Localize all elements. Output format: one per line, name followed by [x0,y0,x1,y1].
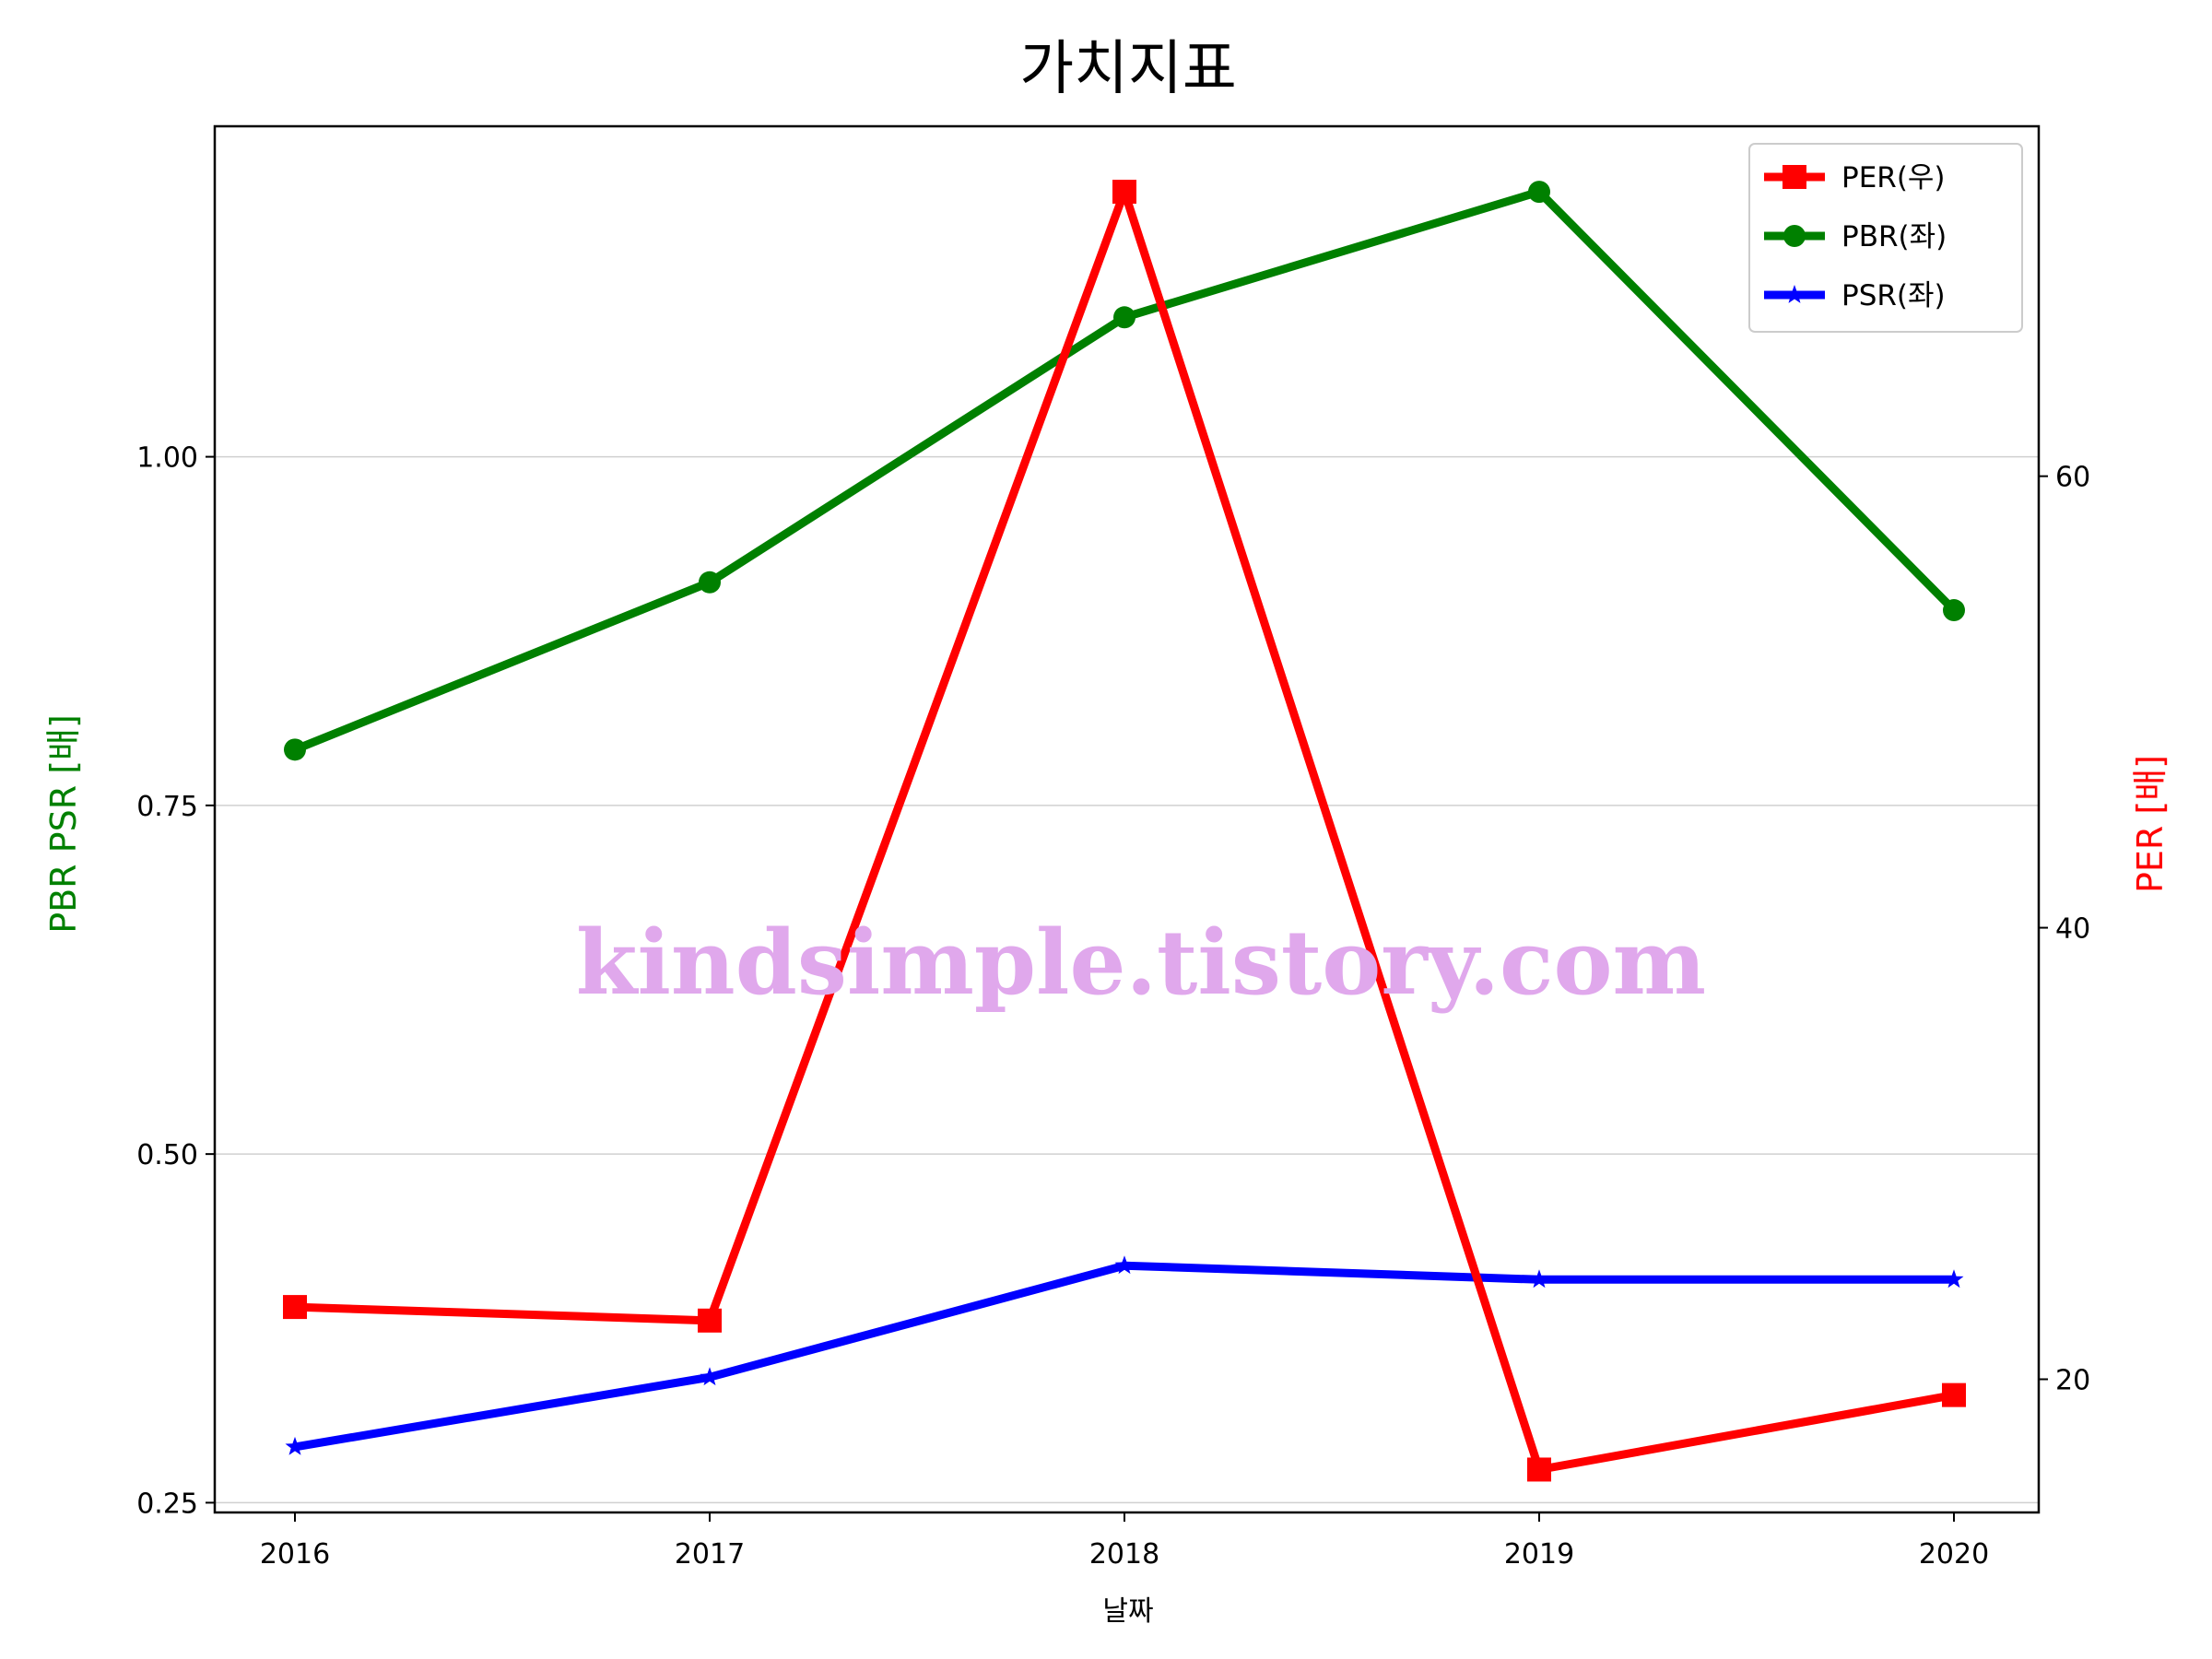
x-tick-label: 2020 [1919,1538,1989,1571]
x-tick-label: 2018 [1089,1538,1159,1571]
marker-square [1783,165,1806,189]
y-right-tick-label: 20 [2055,1364,2090,1396]
y-axis-label-right: PER [배] [2130,755,2171,893]
x-tick-label: 2019 [1504,1538,1574,1571]
x-tick-label: 2016 [260,1538,330,1571]
marker-star [1784,285,1805,303]
y-right-tick-label: 60 [2055,462,2090,494]
marker-star [1114,1255,1135,1275]
chart-title: 가치지표 [1019,35,1237,103]
marker-circle [1783,225,1806,247]
marker-circle [1943,599,1965,622]
marker-square [1112,180,1136,205]
legend-label: PBR(좌) [1841,220,1947,253]
marker-circle [1113,306,1135,329]
legend: PER(우) PBR(좌) PSR(좌) [1748,143,2023,333]
y-left-tick-label: 0.75 [136,791,198,823]
marker-circle [284,738,306,761]
x-tick-label: 2017 [675,1538,745,1571]
marker-circle [1528,181,1550,204]
marker-square [1527,1457,1551,1482]
marker-star [285,1436,305,1455]
legend-label: PER(우) [1841,161,1946,194]
x-axis-label: 날짜 [1102,1595,1153,1628]
y-left-tick-label: 0.25 [136,1488,198,1520]
marker-square [1942,1382,1966,1407]
watermark-text: kindsimple.tistory.com [576,911,1706,1015]
y-left-tick-label: 1.00 [136,442,198,475]
y-right-tick-label: 40 [2055,913,2090,946]
marker-square [283,1295,307,1320]
legend-box [1748,143,2023,333]
plot-area: 0.25 0.50 0.75 1.00 20 40 60 2016 2017 2018 2019 20… [136,124,2090,1571]
plot-frame [213,124,2041,1514]
y-axis-label-left: PBR PSR [배] [43,714,84,934]
marker-square [698,1308,722,1333]
marker-circle [699,571,721,594]
marker-star [1944,1269,1964,1288]
marker-star [700,1367,720,1386]
y-left-tick-label: 0.50 [136,1139,198,1171]
marker-star [1529,1269,1549,1288]
legend-label: PSR(좌) [1841,279,1946,312]
